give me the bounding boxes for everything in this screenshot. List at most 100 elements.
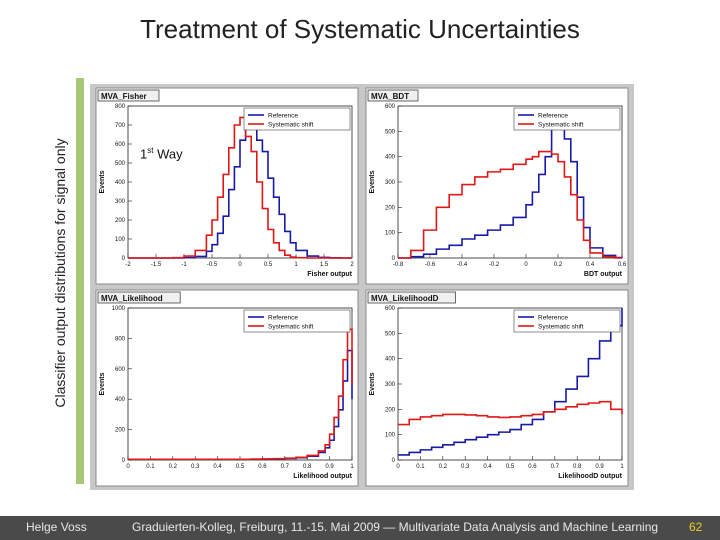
panel-title: MVA_Fisher xyxy=(101,92,147,101)
x-tick-label: 0.6 xyxy=(618,262,627,268)
annotation-superscript: st xyxy=(147,146,154,155)
y-tick-label: 300 xyxy=(385,180,396,186)
x-tick-label: -1.5 xyxy=(151,262,162,268)
x-tick-label: 0.5 xyxy=(264,262,273,268)
y-tick-label: 0 xyxy=(122,256,126,262)
x-tick-label: 0.7 xyxy=(551,464,560,470)
x-axis-label: BDT output xyxy=(584,271,623,278)
y-tick-label: 200 xyxy=(115,218,126,224)
x-tick-label: 1 xyxy=(350,464,354,470)
y-axis-label: Events xyxy=(369,372,376,395)
x-axis-label: LikelihoodD output xyxy=(558,473,622,480)
legend-box xyxy=(243,107,351,131)
series-line-systematic-shift xyxy=(398,400,623,426)
y-tick-label: 100 xyxy=(385,433,396,439)
x-tick-label: 0.2 xyxy=(554,262,563,268)
y-tick-label: 200 xyxy=(385,407,396,413)
series-line-systematic-shift xyxy=(128,328,353,461)
y-tick-label: 600 xyxy=(385,306,396,312)
slide-title: Treatment of Systematic Uncertainties xyxy=(140,14,580,44)
x-tick-label: 0.2 xyxy=(439,464,448,470)
x-tick-label: 0.4 xyxy=(586,262,595,268)
x-tick-label: 0.8 xyxy=(303,464,312,470)
legend-entry: Systematic shift xyxy=(538,324,584,331)
panel-title-box xyxy=(97,291,181,304)
y-tick-label: 400 xyxy=(115,397,126,403)
legend-box xyxy=(243,309,351,333)
legend-box xyxy=(513,107,621,131)
y-tick-label: 400 xyxy=(385,357,396,363)
x-tick-label: 0.9 xyxy=(595,464,604,470)
legend-entry: Reference xyxy=(268,113,298,120)
footer-conference: Graduierten-Kolleg, Freiburg, 11.-15. Ma… xyxy=(132,520,659,534)
x-tick-label: 0.5 xyxy=(506,464,515,470)
x-tick-label: -1 xyxy=(181,262,187,268)
x-tick-label: 0 xyxy=(524,262,528,268)
legend-entry: Reference xyxy=(268,315,298,322)
y-tick-label: 100 xyxy=(385,231,396,237)
histogram-panel-mva-fisher: MVA_Fisher Events 0 100 200 300 400 500 600 700 80… xyxy=(95,87,359,285)
histogram-panel-mva-likelihoodd: MVA_LikelihoodD Events 0 100 200 300 400 500 600… xyxy=(365,289,629,487)
legend-entry: Reference xyxy=(538,113,568,120)
legend-entry: Systematic shift xyxy=(268,324,314,331)
panel-title: MVA_LikelihoodD xyxy=(371,294,439,303)
y-axis-label: Events xyxy=(99,372,106,395)
legend-entry: Systematic shift xyxy=(538,122,584,129)
y-tick-label: 200 xyxy=(115,428,126,434)
x-tick-label: -0.6 xyxy=(425,262,436,268)
x-tick-label: 0.1 xyxy=(146,464,155,470)
x-tick-label: 0 xyxy=(396,464,400,470)
x-tick-label: 0.6 xyxy=(528,464,537,470)
y-tick-label: 300 xyxy=(115,199,126,205)
side-label: Classifier output distributions for sign… xyxy=(52,138,68,408)
x-tick-label: 0.7 xyxy=(281,464,290,470)
y-tick-label: 400 xyxy=(385,155,396,161)
y-tick-label: 100 xyxy=(115,237,126,243)
x-tick-label: 1 xyxy=(294,262,298,268)
histogram-panel-mva-likelihood: MVA_Likelihood Events 0 200 400 600 800 1000 0 0.… xyxy=(95,289,359,487)
panel-title: MVA_Likelihood xyxy=(101,294,163,303)
x-tick-label: 0.4 xyxy=(483,464,492,470)
y-tick-label: 0 xyxy=(392,256,396,262)
panel-title-box xyxy=(367,291,456,304)
y-tick-label: 0 xyxy=(122,458,126,464)
legend-entry: Reference xyxy=(538,315,568,322)
accent-bar xyxy=(76,78,84,484)
x-tick-label: -0.4 xyxy=(457,262,468,268)
series-line-reference xyxy=(398,308,623,456)
y-tick-label: 600 xyxy=(385,104,396,110)
x-tick-label: 0.5 xyxy=(236,464,245,470)
y-tick-label: 600 xyxy=(115,367,126,373)
panel-title-box xyxy=(97,89,160,102)
x-tick-label: 0.3 xyxy=(191,464,200,470)
x-tick-label: 0.2 xyxy=(169,464,178,470)
x-tick-label: -2 xyxy=(125,262,131,268)
x-tick-label: -0.2 xyxy=(489,262,500,268)
series-line-reference xyxy=(398,117,623,259)
x-tick-label: 0 xyxy=(238,262,242,268)
x-tick-label: 1.5 xyxy=(320,262,329,268)
x-tick-label: -0.8 xyxy=(393,262,404,268)
plot-canvas: MVA_Fisher Events 0 100 200 300 400 500 600 700 80… xyxy=(90,84,634,490)
x-axis-label: Fisher output xyxy=(307,271,352,278)
x-tick-label: 0.3 xyxy=(461,464,470,470)
y-tick-label: 800 xyxy=(115,336,126,342)
annotation-number: 1 xyxy=(140,146,148,162)
x-tick-label: 0.9 xyxy=(325,464,334,470)
x-tick-label: 0.8 xyxy=(573,464,582,470)
y-tick-label: 300 xyxy=(385,382,396,388)
y-tick-label: 600 xyxy=(115,142,126,148)
footer-bar: Helge Voss Graduierten-Kolleg, Freiburg,… xyxy=(0,516,720,540)
x-tick-label: 0.6 xyxy=(258,464,267,470)
y-tick-label: 400 xyxy=(115,180,126,186)
x-tick-label: 2 xyxy=(350,262,354,268)
y-tick-label: 500 xyxy=(385,129,396,135)
y-tick-label: 200 xyxy=(385,205,396,211)
x-tick-label: 0.1 xyxy=(416,464,425,470)
y-tick-label: 500 xyxy=(115,161,126,167)
legend-box xyxy=(513,309,621,333)
y-axis-label: Events xyxy=(369,170,376,193)
x-axis-label: Likelihood output xyxy=(293,473,352,480)
y-tick-label: 0 xyxy=(392,458,396,464)
panel-title: MVA_BDT xyxy=(371,92,409,101)
